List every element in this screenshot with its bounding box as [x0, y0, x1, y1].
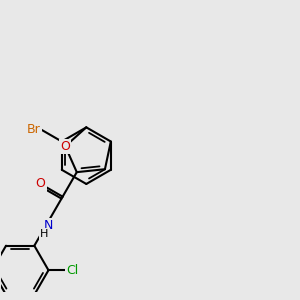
Text: H: H	[40, 229, 48, 239]
Text: O: O	[60, 140, 70, 153]
Text: Cl: Cl	[66, 264, 79, 277]
Text: Br: Br	[27, 123, 41, 136]
Text: N: N	[44, 219, 53, 232]
Text: O: O	[36, 177, 46, 190]
